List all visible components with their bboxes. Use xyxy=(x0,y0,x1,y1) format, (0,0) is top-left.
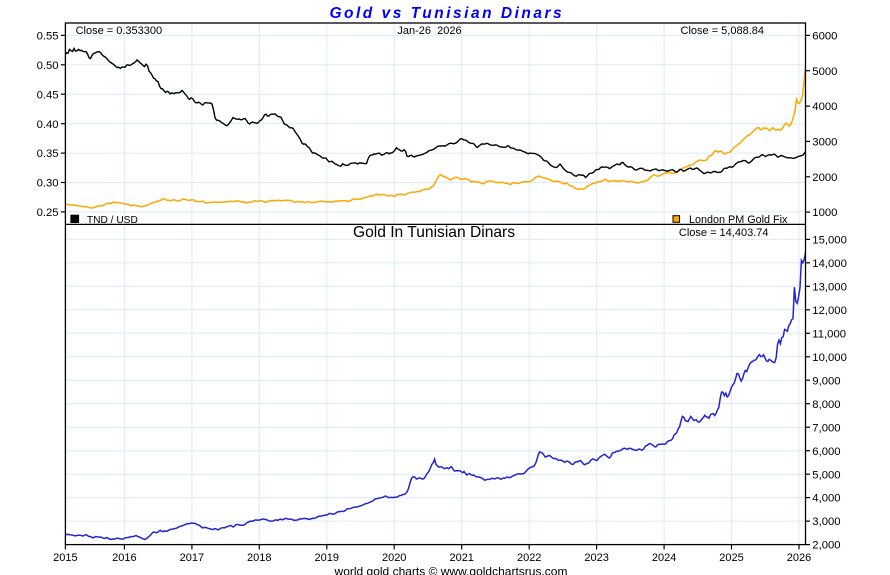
svg-text:0.55: 0.55 xyxy=(37,31,59,43)
svg-text:2025: 2025 xyxy=(719,552,743,564)
svg-text:4,000: 4,000 xyxy=(812,493,840,505)
svg-text:2016: 2016 xyxy=(112,552,136,564)
svg-text:2026: 2026 xyxy=(787,552,811,564)
svg-text:2021: 2021 xyxy=(449,552,473,564)
svg-text:5000: 5000 xyxy=(812,66,837,78)
svg-text:Close = 5,088.84: Close = 5,088.84 xyxy=(681,25,764,37)
svg-text:6,000: 6,000 xyxy=(812,446,840,458)
svg-text:11,000: 11,000 xyxy=(812,328,846,340)
svg-text:0.25: 0.25 xyxy=(37,207,59,219)
svg-text:2000: 2000 xyxy=(812,172,837,184)
svg-text:7,000: 7,000 xyxy=(812,422,840,434)
svg-text:1000: 1000 xyxy=(812,207,837,219)
svg-text:2024: 2024 xyxy=(652,552,676,564)
svg-text:15,000: 15,000 xyxy=(812,235,847,247)
svg-text:0.35: 0.35 xyxy=(37,148,59,160)
svg-text:TND / USD: TND / USD xyxy=(87,215,138,226)
svg-text:3000: 3000 xyxy=(812,137,837,149)
svg-text:Gold In Tunisian Dinars: Gold In Tunisian Dinars xyxy=(353,224,515,241)
svg-text:Jan-26 2026: Jan-26 2026 xyxy=(397,25,461,37)
svg-text:13,000: 13,000 xyxy=(812,281,847,293)
svg-text:Close = 14,403.74: Close = 14,403.74 xyxy=(679,227,769,239)
svg-text:9,000: 9,000 xyxy=(812,375,840,387)
svg-text:2018: 2018 xyxy=(247,552,271,564)
svg-text:6000: 6000 xyxy=(812,31,837,43)
svg-text:5,000: 5,000 xyxy=(812,469,840,481)
svg-text:4000: 4000 xyxy=(812,101,837,113)
svg-text:0.50: 0.50 xyxy=(37,60,59,72)
svg-text:Close = 0.353300: Close = 0.353300 xyxy=(76,25,163,37)
svg-text:14,000: 14,000 xyxy=(812,258,847,270)
svg-text:10,000: 10,000 xyxy=(812,352,847,364)
svg-text:0.45: 0.45 xyxy=(37,89,59,101)
svg-text:0.40: 0.40 xyxy=(37,119,59,131)
svg-text:world gold charts © www.goldch: world gold charts © www.goldchartsrus.co… xyxy=(334,565,568,575)
svg-text:2015: 2015 xyxy=(53,552,77,564)
svg-text:12,000: 12,000 xyxy=(812,305,847,317)
svg-text:2022: 2022 xyxy=(517,552,541,564)
svg-text:2017: 2017 xyxy=(180,552,204,564)
svg-text:0.30: 0.30 xyxy=(37,178,59,190)
svg-text:2019: 2019 xyxy=(315,552,339,564)
svg-text:2,000: 2,000 xyxy=(812,540,840,552)
svg-text:London PM Gold Fix: London PM Gold Fix xyxy=(689,214,788,226)
svg-text:Gold vs Tunisian Dinars: Gold vs Tunisian Dinars xyxy=(329,5,564,22)
svg-text:2020: 2020 xyxy=(382,552,406,564)
svg-text:8,000: 8,000 xyxy=(812,399,840,411)
svg-text:3,000: 3,000 xyxy=(812,516,840,528)
svg-text:2023: 2023 xyxy=(584,552,608,564)
